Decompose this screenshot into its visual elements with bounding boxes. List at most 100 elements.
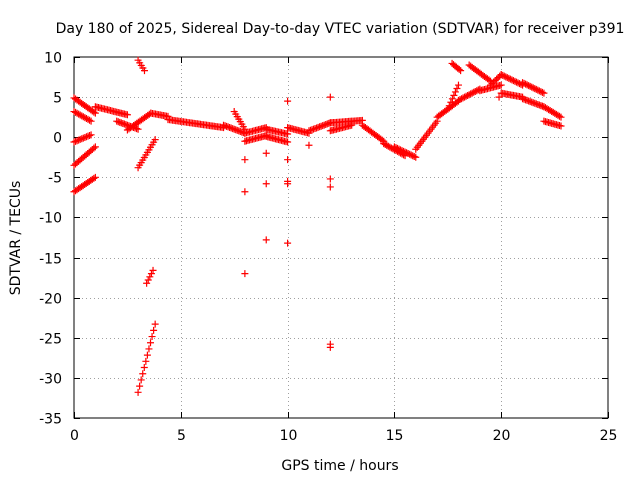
data-point bbox=[505, 74, 513, 82]
data-point bbox=[535, 87, 543, 95]
data-point bbox=[86, 116, 94, 124]
data-point bbox=[538, 88, 546, 96]
y-tick-label: -25 bbox=[39, 332, 62, 348]
data-point bbox=[241, 156, 249, 164]
data-point bbox=[262, 236, 270, 244]
data-point bbox=[462, 92, 470, 100]
data-point bbox=[140, 364, 148, 372]
data-point bbox=[412, 153, 420, 161]
data-point bbox=[140, 67, 148, 75]
data-point bbox=[537, 88, 545, 96]
data-point bbox=[90, 108, 98, 116]
x-tick-label: 0 bbox=[70, 428, 79, 444]
data-point bbox=[142, 357, 150, 365]
data-point bbox=[378, 136, 386, 144]
data-point bbox=[529, 84, 537, 92]
data-point bbox=[146, 273, 154, 281]
data-point bbox=[471, 87, 479, 95]
data-point bbox=[86, 131, 94, 139]
data-point bbox=[409, 152, 417, 160]
y-tick-label: -5 bbox=[48, 171, 62, 187]
data-point bbox=[262, 180, 270, 188]
data-point bbox=[451, 88, 459, 96]
data-point bbox=[509, 77, 517, 85]
data-point bbox=[72, 137, 80, 145]
data-point bbox=[136, 382, 144, 390]
data-point bbox=[493, 75, 501, 83]
data-point bbox=[485, 76, 493, 84]
data-point bbox=[393, 144, 401, 152]
data-point bbox=[91, 143, 99, 151]
data-point bbox=[467, 90, 475, 98]
plot-frame bbox=[73, 56, 609, 419]
data-point bbox=[404, 150, 412, 158]
data-point bbox=[461, 93, 469, 101]
data-point bbox=[148, 333, 156, 341]
data-point bbox=[82, 133, 90, 141]
data-point bbox=[326, 343, 334, 351]
data-point bbox=[445, 102, 453, 110]
data-point bbox=[470, 88, 478, 96]
x-tick-label: 10 bbox=[280, 428, 298, 444]
data-point bbox=[390, 143, 398, 151]
data-point bbox=[528, 83, 536, 91]
data-point bbox=[397, 146, 405, 154]
tick-labels: 0 5 10 15 20 25 -35 -30 -25 -20 -15 -10 -5 0 5 10 bbox=[39, 51, 617, 445]
y-tick-label: -20 bbox=[39, 292, 62, 308]
data-point bbox=[494, 74, 502, 82]
data-point bbox=[465, 91, 473, 99]
data-point bbox=[520, 79, 528, 87]
data-point bbox=[147, 270, 155, 278]
data-point bbox=[151, 136, 159, 144]
data-point bbox=[76, 135, 84, 143]
data-point bbox=[403, 149, 411, 157]
data-point bbox=[90, 144, 98, 152]
x-tick-label: 15 bbox=[386, 428, 404, 444]
data-point bbox=[401, 148, 409, 156]
data-point bbox=[495, 93, 503, 101]
data-point bbox=[522, 80, 530, 88]
data-point bbox=[326, 93, 334, 101]
data-point bbox=[241, 270, 249, 278]
y-tick-label: 10 bbox=[44, 51, 62, 67]
data-point bbox=[326, 175, 334, 183]
data-point bbox=[137, 376, 145, 384]
x-tick-label: 5 bbox=[177, 428, 186, 444]
data-points bbox=[70, 56, 565, 396]
data-point bbox=[241, 188, 249, 196]
data-point bbox=[91, 109, 99, 117]
data-point bbox=[450, 91, 458, 99]
data-point bbox=[381, 141, 389, 148]
data-point bbox=[149, 266, 157, 274]
data-point bbox=[87, 131, 95, 139]
data-point bbox=[284, 130, 292, 138]
data-point bbox=[456, 96, 464, 104]
data-point bbox=[139, 370, 147, 378]
data-point bbox=[531, 85, 539, 93]
data-point bbox=[395, 145, 403, 153]
data-point bbox=[284, 97, 292, 105]
data-point bbox=[284, 239, 292, 247]
data-point bbox=[512, 78, 520, 86]
data-point bbox=[540, 89, 548, 97]
data-point bbox=[407, 151, 415, 159]
data-point bbox=[532, 85, 540, 93]
data-point bbox=[144, 276, 152, 284]
data-point bbox=[380, 140, 388, 148]
data-point bbox=[497, 81, 505, 89]
data-point bbox=[459, 94, 467, 102]
data-point bbox=[410, 153, 418, 161]
y-tick-label: -30 bbox=[39, 372, 62, 388]
data-point bbox=[134, 388, 142, 396]
data-point bbox=[392, 144, 400, 152]
data-point bbox=[457, 67, 465, 75]
data-point bbox=[84, 132, 92, 140]
data-point bbox=[150, 326, 158, 334]
data-point bbox=[87, 117, 95, 125]
data-point bbox=[557, 113, 565, 121]
data-point bbox=[497, 71, 505, 79]
y-tick-label: 0 bbox=[53, 131, 62, 147]
data-point bbox=[448, 95, 456, 103]
data-point bbox=[70, 138, 78, 146]
